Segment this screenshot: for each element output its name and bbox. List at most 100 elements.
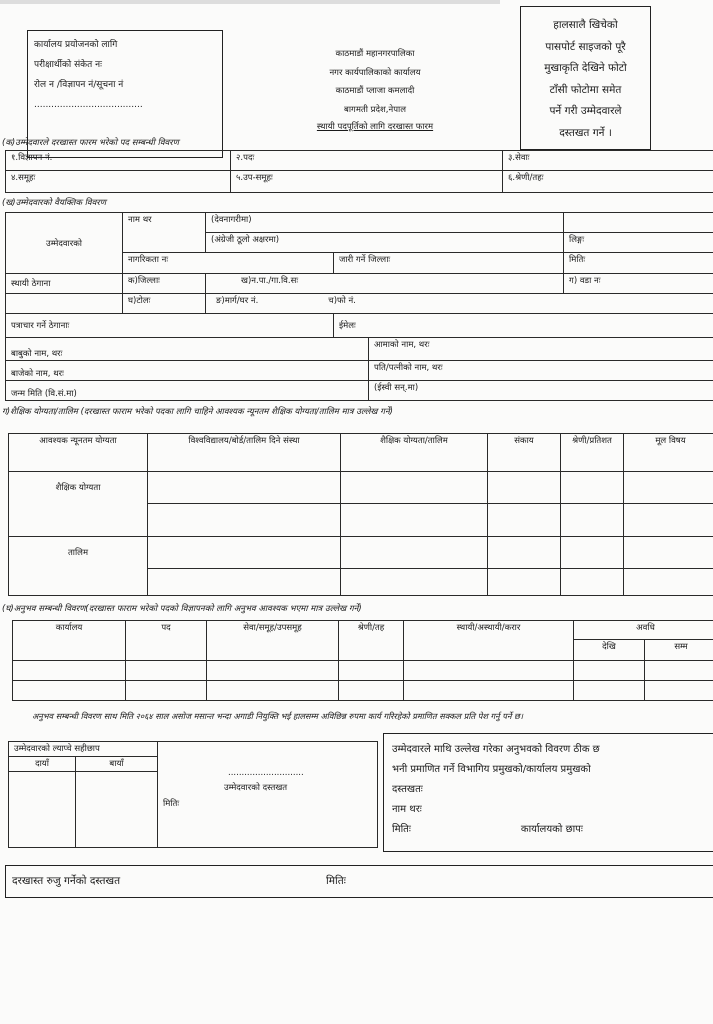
roll-number-dots: ...................................... <box>34 100 143 110</box>
ward-field[interactable]: ग) वडा नः <box>563 273 713 294</box>
spouse-name-field[interactable]: पति/पत्नीको नाम, थरः <box>368 360 713 381</box>
header-level: श्रेणी/तह <box>338 620 404 661</box>
table-cell[interactable] <box>340 503 488 537</box>
issue-district-field[interactable]: जारी गर्ने जिल्लाः <box>332 252 565 274</box>
name-devanagari-field[interactable]: (देवनागरीमा) <box>204 212 565 233</box>
table-cell[interactable] <box>644 660 713 681</box>
section-kh-title: (ख)उम्मेदवारको वैयक्तिक विवरण <box>2 198 106 208</box>
header-duration: अवधि <box>573 620 713 640</box>
header-institution: विश्वविद्यालय/बोर्ड/तालिम दिने संस्था <box>147 433 341 472</box>
group-field[interactable]: ४.समूहः <box>5 170 231 193</box>
left-thumb-label: बायाँ <box>74 756 159 772</box>
table-cell[interactable] <box>644 680 713 701</box>
verifier-date-label: मितिः <box>326 875 346 887</box>
name-english-field[interactable]: (अंग्रेजी ठूलो अक्षरमा) <box>204 232 565 253</box>
table-cell[interactable] <box>573 680 645 701</box>
table-cell[interactable] <box>340 536 488 569</box>
issue-date-field[interactable]: मितिः <box>563 252 713 274</box>
certify-line-2: भनी प्रमाणित गर्ने विभागिय प्रमुखको/कार्… <box>392 764 591 775</box>
table-cell[interactable] <box>338 680 404 701</box>
header-faculty: संकाय <box>487 433 561 472</box>
table-cell[interactable] <box>340 471 488 504</box>
table-cell[interactable] <box>12 680 126 701</box>
table-cell[interactable] <box>147 536 341 569</box>
level-field[interactable]: ६.श्रेणी/तहः <box>502 170 713 193</box>
photo-instruction-6: दस्तखत गर्ने । <box>559 126 612 139</box>
table-cell[interactable] <box>403 660 574 681</box>
mother-name-field[interactable]: आमाको नाम, थरः <box>368 337 713 361</box>
office-use-label: कार्यालय प्रयोजनको लागि <box>34 40 118 50</box>
candidate-signature-area[interactable]: ............................ उम्मेदवारको… <box>157 741 378 848</box>
office-stamp-label: कार्यालयको छापः <box>520 824 583 835</box>
right-thumb-area[interactable] <box>8 771 76 848</box>
section-gh-title: (घ)अनुभव सम्बन्धी विवरण(दरखास्त फाराम भर… <box>2 604 362 614</box>
certifier-name-label: नाम थरः <box>392 804 422 815</box>
marga-phone-field[interactable]: ङ)मार्ग/घर नं. च)फो नं. <box>205 293 713 314</box>
section-g-title: ग)शैक्षिक योग्यता/तालिम (दरखास्त फाराम भ… <box>2 407 393 417</box>
gender-field[interactable]: लिङ्गः <box>563 232 713 253</box>
verifier-signature-label: दरखास्त रुजु गर्नेको दस्तखत <box>12 875 121 887</box>
table-cell[interactable] <box>560 471 624 504</box>
grandfather-name-field[interactable]: बाजेको नाम, थरः <box>5 360 369 381</box>
service-field[interactable]: ३.सेवाः <box>502 150 713 171</box>
experience-note: अनुभव सम्बन्धी विवरण साथ मिति २०६४ साल अ… <box>32 711 523 721</box>
table-cell[interactable] <box>147 471 341 504</box>
table-cell[interactable] <box>560 536 624 569</box>
table-cell[interactable] <box>623 471 713 504</box>
table-cell[interactable] <box>623 536 713 569</box>
education-table: आवश्यक न्यूनतम योग्यता विश्वविद्यालय/बोर… <box>8 433 713 596</box>
table-cell[interactable] <box>560 568 624 596</box>
table-cell[interactable] <box>487 503 561 537</box>
table-cell[interactable] <box>487 471 561 504</box>
marga-label: ङ)मार्ग/घर नं. <box>216 296 259 306</box>
table-cell[interactable] <box>403 680 574 701</box>
table-cell[interactable] <box>12 660 126 681</box>
table-cell[interactable] <box>623 568 713 596</box>
photo-instruction-2: पासपोर्ट साइजको पूरै <box>545 40 626 53</box>
table-cell[interactable] <box>340 568 488 596</box>
advertisement-no-field[interactable]: १.विज्ञापन नं. <box>5 150 231 171</box>
table-cell[interactable] <box>573 660 645 681</box>
header-office: कार्यालय <box>12 620 126 661</box>
table-cell[interactable] <box>560 503 624 537</box>
province: बागमती प्रदेश,नेपाल <box>343 105 406 115</box>
subgroup-field[interactable]: ५.उप-समूहः <box>230 170 503 193</box>
permanent-address-label: स्थायी ठेगाना <box>5 273 123 294</box>
photo-box: हालसालै खिचेको पासपोर्ट साइजको पूरै मुखा… <box>520 6 651 150</box>
certifier-signature-label: दस्तखतः <box>392 784 423 795</box>
personal-details-table: उम्मेदवारको नाम थर (देवनागरीमा) (अंग्रेजी … <box>5 212 713 401</box>
roll-number-label: रोल न /विज्ञापन नं/सूचना नं <box>34 80 124 90</box>
left-thumb-area[interactable] <box>74 771 159 848</box>
table-cell[interactable] <box>125 680 207 701</box>
training-row-label: तालिम <box>8 536 148 596</box>
father-name-field[interactable]: बाबुको नाम, थरः <box>5 337 369 361</box>
table-cell[interactable] <box>125 660 207 681</box>
dob-ad-field[interactable]: (ईस्वी सन्.मा) <box>368 380 713 401</box>
table-cell[interactable] <box>487 568 561 596</box>
citizenship-field[interactable]: नागरिकता नः <box>122 252 334 274</box>
dob-bs-field[interactable]: जन्म मिति (वि.सं.मा) <box>5 380 369 401</box>
email-field[interactable]: ईमेलः <box>333 313 713 338</box>
table-cell[interactable] <box>338 660 404 681</box>
tole-field[interactable]: घ)टोलः <box>122 293 206 314</box>
municipality-field[interactable]: ख)न.पा./गा.वि.सः <box>204 273 565 294</box>
header-service-group: सेवा/समूह/उपसमूह <box>206 620 339 661</box>
experience-certification-box: उम्मेदवारले माथि उल्लेख गरेका अनुभवको वि… <box>383 733 713 852</box>
district-field[interactable]: क)जिल्लाः <box>122 273 206 294</box>
photo-instruction-5: पर्ने गरी उम्मेदवारले <box>549 105 622 117</box>
post-field[interactable]: २.पदः <box>230 150 503 171</box>
mailing-address-field[interactable]: पत्राचार गर्ने ठेगानाः <box>5 313 334 338</box>
table-cell[interactable] <box>487 536 561 569</box>
office-address: काठमाडौं प्लाजा कमलादी <box>335 86 415 96</box>
candidate-signature-label: उम्मेदवारको दस्तखत <box>224 783 288 793</box>
table-cell[interactable] <box>206 660 339 681</box>
table-cell[interactable] <box>623 503 713 537</box>
table-cell[interactable] <box>147 568 341 596</box>
header-major-subject: मूल विषय <box>623 433 713 472</box>
post-details-table: १.विज्ञापन नं. २.पदः ३.सेवाः ४.समूहः ५.उप-स… <box>5 150 713 193</box>
certifier-date-row: मितिः कार्यालयको छापः <box>392 820 708 840</box>
verifier-signature-box: दरखास्त रुजु गर्नेको दस्तखत मितिः <box>5 865 713 898</box>
phone-label: च)फो नं. <box>328 296 356 306</box>
table-cell[interactable] <box>147 503 341 537</box>
table-cell[interactable] <box>206 680 339 701</box>
